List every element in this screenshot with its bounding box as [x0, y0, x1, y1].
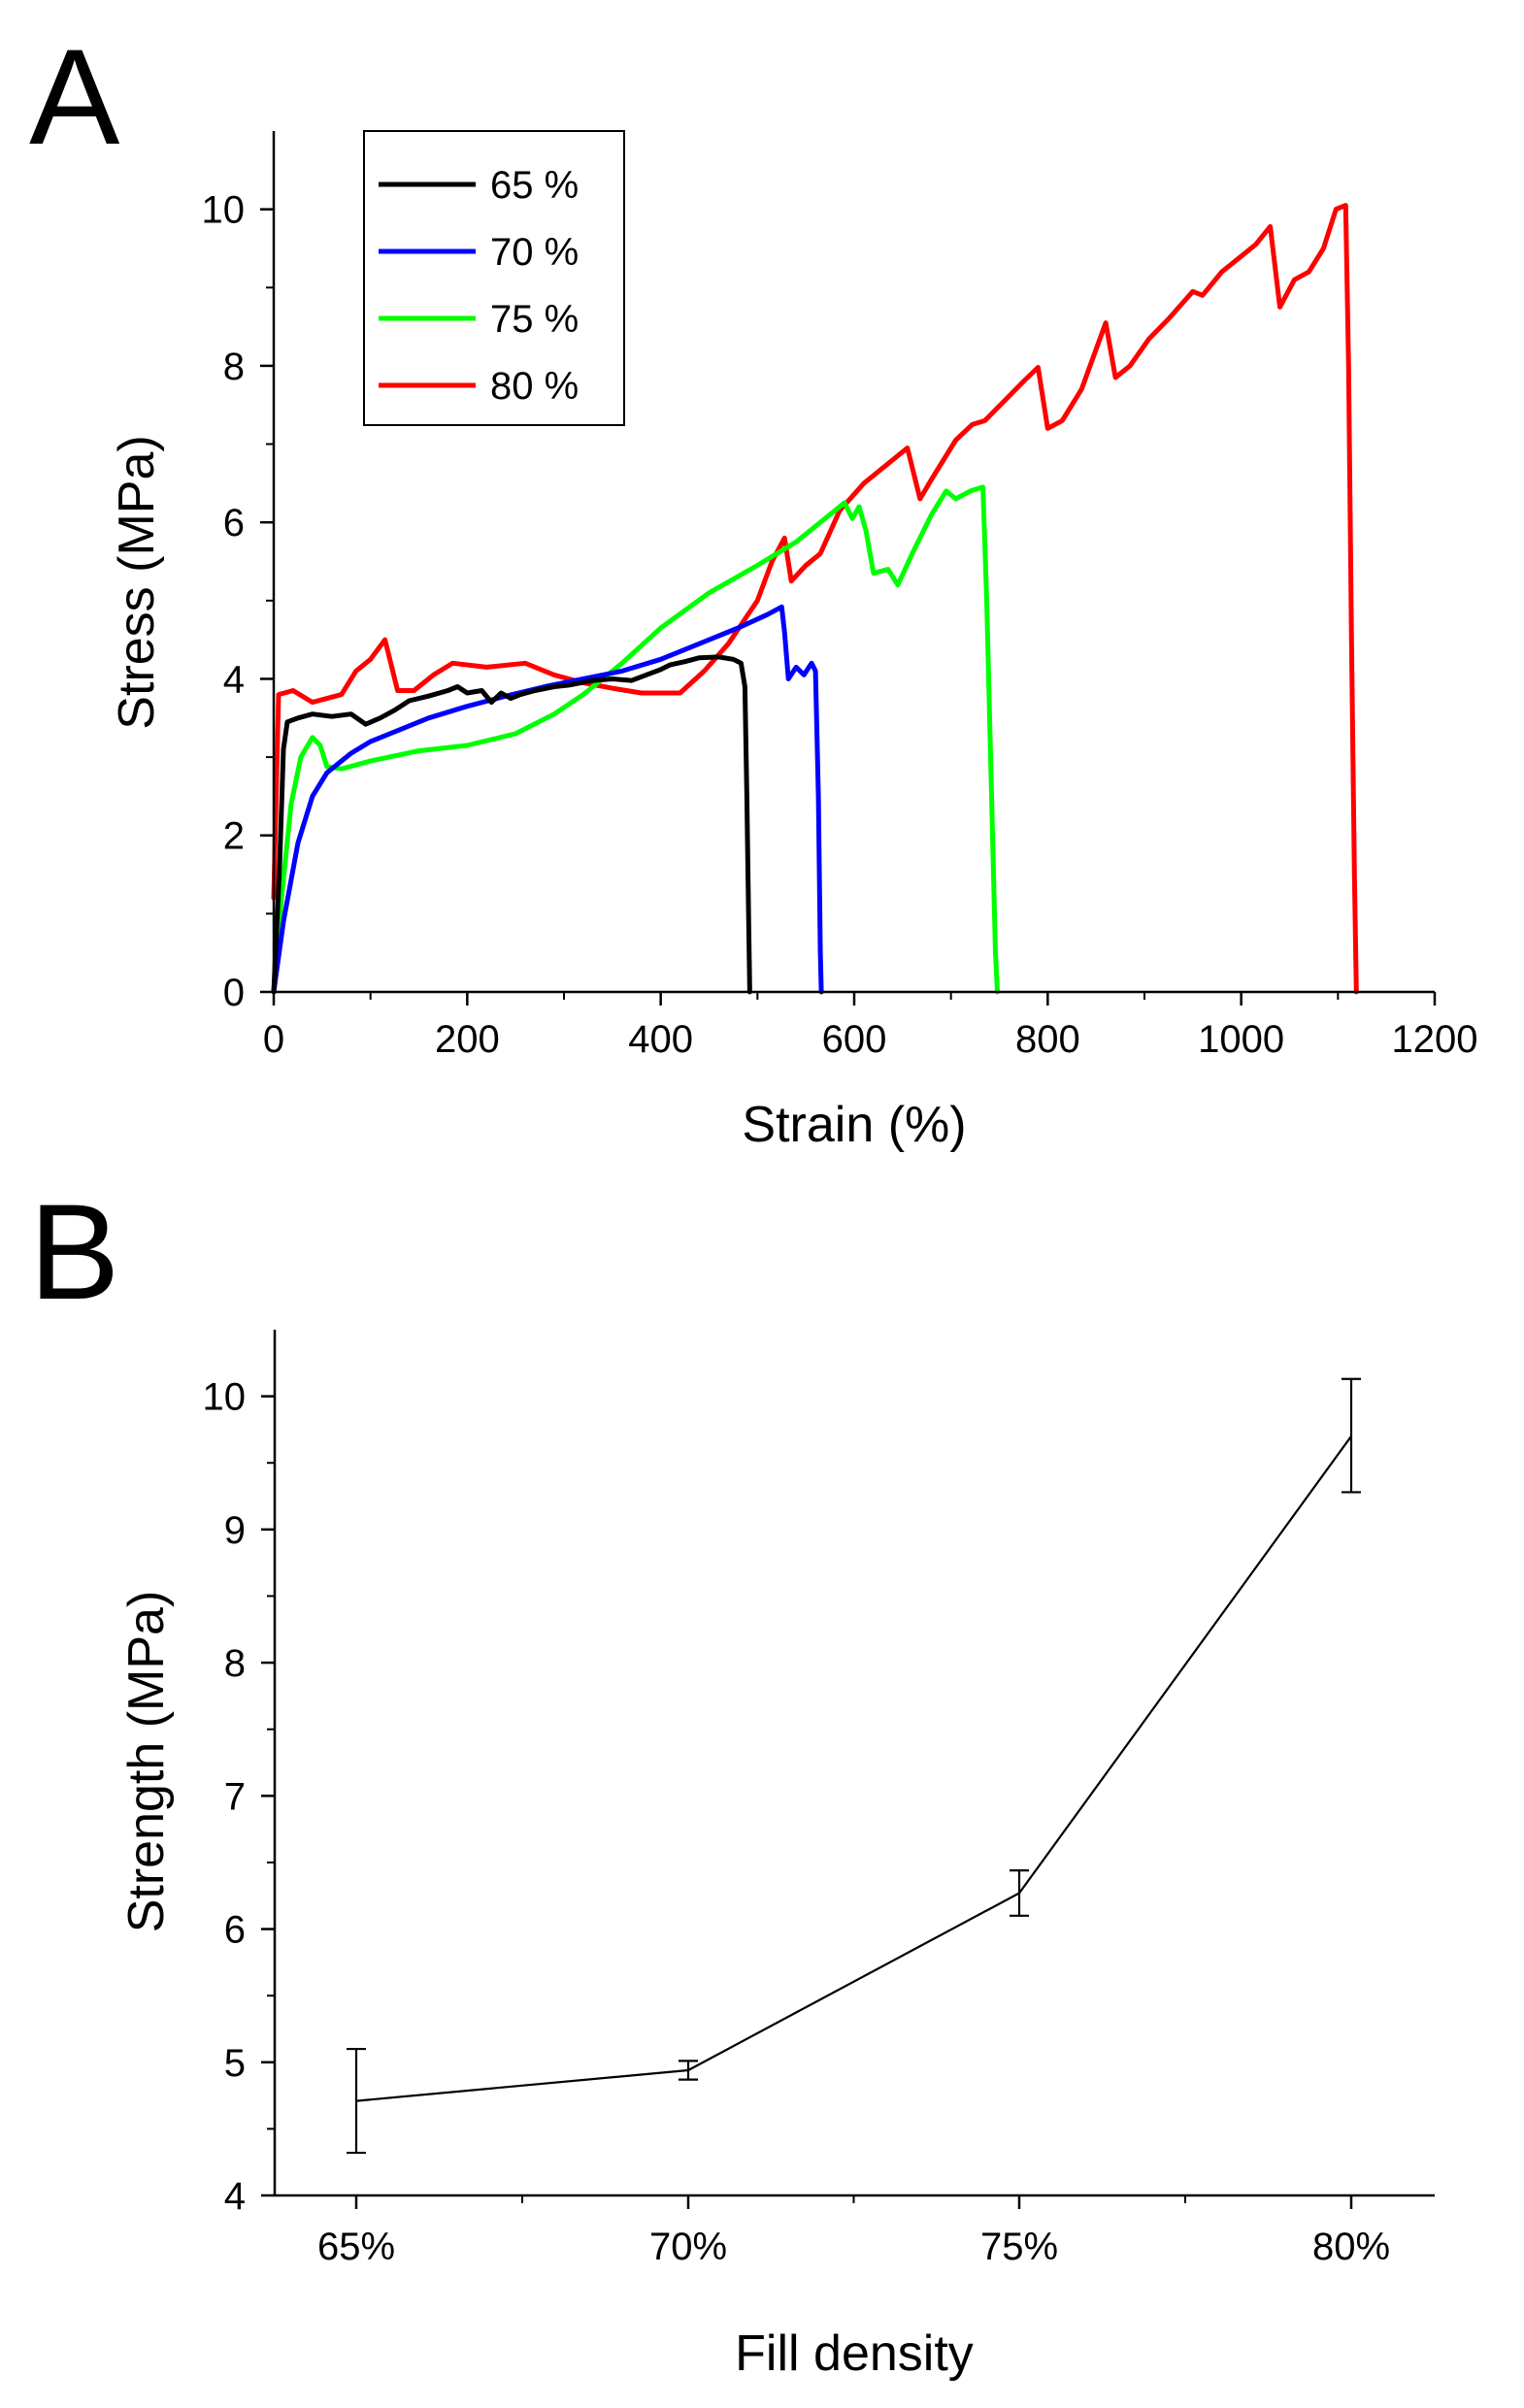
a-x-tick-label: 800: [1015, 1018, 1080, 1061]
a-legend-label: 70 %: [490, 231, 579, 274]
panel-a: A 0 2 4 6 8 10 0 200 400 600 800 1000 1200 Strain (…: [29, 20, 1477, 1153]
panel-label-b: B: [29, 1175, 119, 1328]
a-y-axis-title: Stress (MPa): [109, 435, 165, 729]
b-ticks: [261, 1395, 1353, 2209]
a-legend: 65 % 70 % 75 % 80 %: [363, 130, 625, 426]
a-x-tick-label: 0: [263, 1018, 284, 1061]
b-x-tick-label: 80%: [1312, 2226, 1390, 2268]
b-x-tick-label: 70%: [649, 2226, 727, 2268]
a-x-axis-title: Strain (%): [742, 1097, 966, 1153]
panel-b: B 4 5 6 7 8 9 10 65% 70% 75% 80% Fill density Str…: [29, 1175, 1435, 2382]
b-y-tick-label: 9: [224, 1509, 246, 1552]
a-x-tick-labels: 0 200 400 600 800 1000 1200: [263, 1018, 1478, 1061]
b-series: [347, 1377, 1361, 2155]
b-y-tick-label: 6: [224, 1909, 246, 1952]
a-series-line-70: [271, 604, 824, 995]
a-y-tick-label: 0: [223, 972, 245, 1014]
a-y-tick-label: 6: [223, 502, 245, 544]
b-y-tick-label: 7: [224, 1775, 246, 1818]
a-x-tick-label: 1200: [1392, 1018, 1478, 1061]
b-x-tick-labels: 65% 70% 75% 80%: [317, 2226, 1390, 2268]
b-y-tick-label: 8: [224, 1642, 246, 1685]
a-x-tick-label: 1000: [1198, 1018, 1284, 1061]
b-x-axis-title: Fill density: [735, 2326, 974, 2382]
a-x-tick-label: 200: [435, 1018, 500, 1061]
panel-label-a: A: [29, 20, 120, 173]
a-series-line-80: [271, 203, 1359, 995]
a-x-tick-label: 600: [822, 1018, 887, 1061]
a-series-line-65: [271, 654, 752, 995]
a-series-lines: [271, 203, 1359, 995]
b-y-tick-labels: 4 5 6 7 8 9 10: [203, 1376, 247, 2218]
a-y-tick-labels: 0 2 4 6 8 10: [202, 189, 246, 1014]
a-legend-label: 80 %: [490, 365, 579, 408]
b-y-tick-label: 5: [224, 2042, 246, 2085]
b-x-tick-label: 75%: [980, 2226, 1058, 2268]
a-y-tick-label: 2: [223, 815, 245, 858]
b-strength-line: [355, 1435, 1352, 2102]
b-y-tick-label: 4: [224, 2175, 246, 2218]
b-y-axis-title: Strength (MPa): [118, 1591, 175, 1933]
a-series-line-75: [271, 484, 1000, 995]
a-y-tick-label: 8: [223, 346, 245, 388]
b-x-tick-label: 65%: [317, 2226, 395, 2268]
b-y-tick-label: 10: [203, 1376, 247, 1419]
a-y-tick-label: 4: [223, 658, 245, 701]
a-x-tick-label: 400: [628, 1018, 693, 1061]
a-legend-box: [363, 130, 625, 426]
a-legend-label: 75 %: [490, 298, 579, 341]
a-y-tick-label: 10: [202, 189, 246, 232]
a-legend-label: 65 %: [490, 164, 579, 207]
